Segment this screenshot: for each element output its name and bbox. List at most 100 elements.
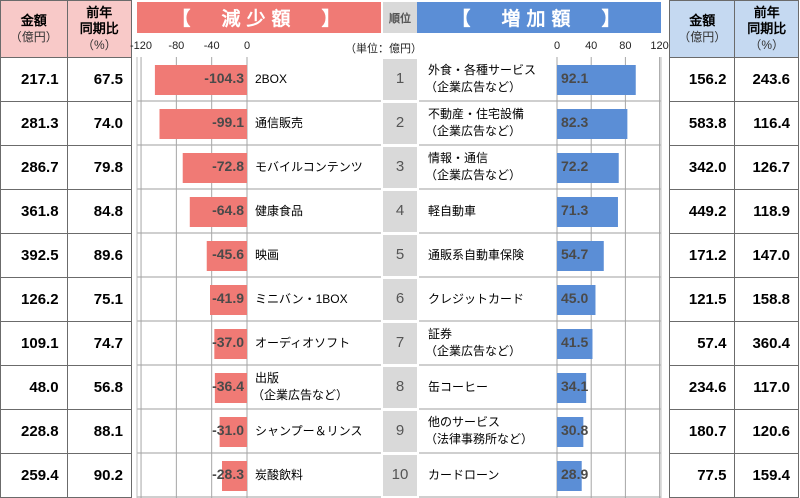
yoy-header-line2: 同期比 [747,21,787,36]
rank-number: 1 [395,70,405,87]
decrease-row-bg [137,410,381,452]
bar-value-label: -104.3 [204,70,244,86]
table-row: 392.5 89.6 [0,233,133,278]
bar-value-label: 54.7 [561,246,589,262]
category-label-line: 缶コーヒー [428,379,489,394]
category-label: 外食・各種サービス （企業広告など） [425,62,536,96]
category-label: 軽自動車 [428,203,476,220]
increase-bar [557,153,619,183]
category-label-line: 通販系自動車保険 [428,247,525,262]
decrease-row-bg [137,278,381,320]
bar-value-label: 41.5 [561,334,589,350]
increase-bar [557,65,636,95]
table-row: 342.0 126.7 [668,145,799,190]
category-label: シャンプー＆リンス [255,423,362,440]
yoy-cell: 84.8 [66,189,133,234]
decrease-bar [214,373,247,403]
increase-bar [557,461,582,491]
amount-cell: 234.6 [668,365,736,410]
bar-value-label: 82.3 [561,114,589,130]
increase-row-bg [419,278,661,320]
rank-number: 5 [395,246,405,263]
bar-value-label: -28.3 [212,466,244,482]
rank-number: 4 [395,202,405,219]
amount-header-unit: （億円） [9,30,58,44]
rank-number: 9 [395,422,405,439]
table-row: 286.7 79.8 [0,145,133,190]
decrease-bar [189,197,247,227]
yoy-cell: 88.1 [66,409,133,454]
decrease-bar [214,329,247,359]
table-row: 77.5 159.4 [668,453,799,498]
bar-value-label: -64.8 [212,202,244,218]
amount-cell: 449.2 [668,189,736,234]
rank-number: 10 [391,466,409,483]
table-row: 228.8 88.1 [0,409,133,454]
increase-stats-table: 金額 （億円） 前年 同期比 （%） 156.2 243.6 583.8 116.4 3… [668,0,799,498]
rank-cell-bg [383,279,417,320]
amount-cell: 180.7 [668,409,736,454]
yoy-cell: 118.9 [734,189,799,234]
amount-header: 金額 （億円） [0,0,68,58]
yoy-cell: 74.7 [66,321,133,366]
amount-cell: 281.3 [0,101,68,146]
rank-cell-bg [383,367,417,408]
yoy-cell: 74.0 [66,101,133,146]
rank-cell-bg [383,59,417,100]
rank-cell-bg [383,191,417,232]
category-label: モバイルコンテンツ [255,159,363,176]
increase-row-bg [419,190,661,232]
bar-value-label: 45.0 [561,290,589,306]
yoy-cell: 147.0 [734,233,799,278]
table-row: 259.4 90.2 [0,453,133,498]
category-label-line: クレジットカード [428,291,525,306]
tick-label: -120 [130,40,153,52]
table-row: 583.8 116.4 [668,101,799,146]
increase-row-bg [419,366,661,408]
category-label-line: 情報・通信 [428,151,489,165]
amount-cell: 217.1 [0,57,68,102]
unit-label: （単位：億円） [345,43,422,55]
bar-value-label: -99.1 [212,114,244,130]
bar-value-label: -36.4 [212,378,244,394]
yoy-cell: 120.6 [734,409,799,454]
amount-cell: 392.5 [0,233,68,278]
category-label: 健康食品 [255,203,303,220]
decrease-bar [219,417,247,447]
category-label: 通信販売 [255,115,303,132]
category-label-line: 出版 [255,371,280,385]
amount-header: 金額 （億円） [668,0,736,58]
decrease-bar [210,285,247,315]
category-label: 炭酸飲料 [255,467,303,484]
bar-value-label: -31.0 [212,422,244,438]
tick-label: 0 [553,40,561,52]
rank-cell-bg [383,235,417,276]
increase-row-bg [419,454,661,496]
category-label-line: 2BOX [255,71,288,86]
bar-value-label: -37.0 [212,334,244,350]
decrease-bar [159,109,247,139]
bar-value-label: -45.6 [212,246,244,262]
rank-cell-bg [383,103,417,144]
tick-label: 0 [243,40,251,52]
category-label: ミニバン・1BOX [255,291,348,308]
category-label-line: （企業広告など） [252,388,349,402]
yoy-header: 前年 同期比 （%） [66,0,133,58]
category-label: オーディオソフト [255,335,350,352]
amount-cell: 156.2 [668,57,736,102]
category-label-line: 炭酸飲料 [255,467,304,482]
bar-value-label: 72.2 [561,158,589,174]
table-row: 121.5 158.8 [668,277,799,322]
increase-bar [557,285,596,315]
increase-chart-title: 【 増加額 】 [417,2,661,33]
decrease-stats-table: 金額 （億円） 前年 同期比 （%） 217.1 67.5 281.3 74.0 286… [0,0,133,498]
category-label-line: 健康食品 [255,203,304,218]
category-label-line: （企業広告など） [425,168,522,182]
category-label: 不動産・住宅設備 （企業広告など） [425,106,524,140]
bar-value-label: 92.1 [561,70,589,86]
category-label-line: （企業広告など） [425,344,522,358]
amount-cell: 48.0 [0,365,68,410]
rank-header: 順位 [383,2,417,33]
category-label-line: （企業広告など） [425,80,522,94]
category-label: 証券 （企業広告など） [425,326,522,360]
